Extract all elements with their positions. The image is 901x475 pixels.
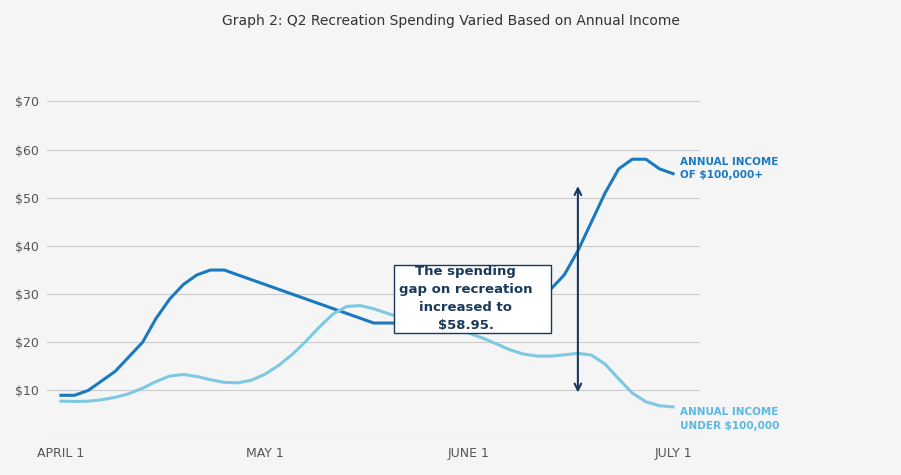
Text: Graph 2: Q2 Recreation Spending Varied Based on Annual Income: Graph 2: Q2 Recreation Spending Varied B… [222, 14, 679, 28]
Text: The spending
gap on recreation
increased to
$58.95.: The spending gap on recreation increased… [399, 266, 532, 332]
Text: ANNUAL INCOME
UNDER $100,000: ANNUAL INCOME UNDER $100,000 [680, 408, 779, 431]
FancyBboxPatch shape [395, 265, 551, 332]
Text: ANNUAL INCOME
OF $100,000+: ANNUAL INCOME OF $100,000+ [680, 157, 778, 180]
